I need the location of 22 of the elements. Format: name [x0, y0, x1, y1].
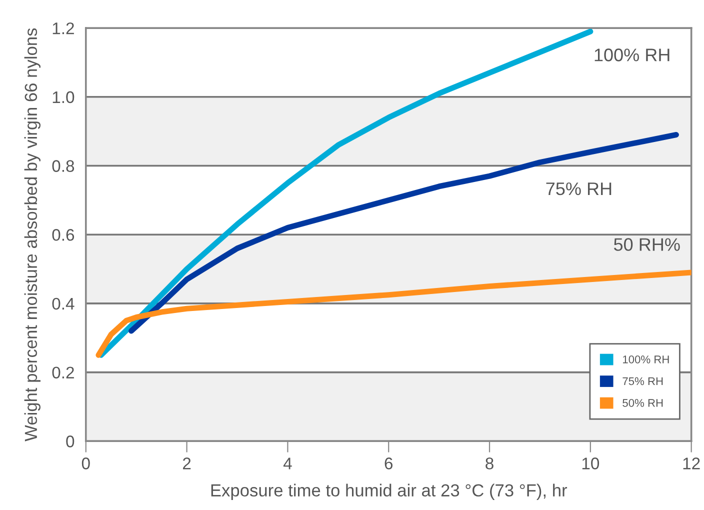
x-tick-label: 12 — [683, 458, 700, 470]
x-axis-title: Exposure time to humid air at 23 °C (73 °F), hr — [211, 484, 568, 500]
x-tick-label: 8 — [486, 458, 494, 470]
x-tick-label: 4 — [283, 458, 292, 470]
x-tick-label: 6 — [384, 458, 393, 470]
x-tick-label: 2 — [183, 458, 191, 470]
y-tick-label: 0.6 — [52, 229, 74, 241]
y-tick-label: 0 — [66, 436, 74, 448]
y-axis-title: Weight percent moisture absorbed by virgin 66 nylons — [24, 28, 40, 442]
annotation: 75% RH — [546, 182, 612, 196]
legend-label: 50% RH — [622, 399, 663, 407]
y-tick-label: 0.8 — [52, 160, 74, 172]
x-tick-label: 10 — [582, 458, 600, 470]
y-tick-label: 0.4 — [52, 298, 74, 310]
y-tick-label: 1.0 — [52, 91, 74, 104]
x-tick-label: 0 — [82, 458, 90, 470]
annotation: 50 RH% — [614, 238, 680, 251]
annotation: 100% RH — [594, 48, 670, 62]
legend-label: 100% RH — [623, 356, 669, 364]
y-tick-label: 0.2 — [52, 366, 74, 379]
legend-label: 75% RH — [622, 377, 663, 386]
y-tick-label: 1.2 — [52, 22, 74, 34]
